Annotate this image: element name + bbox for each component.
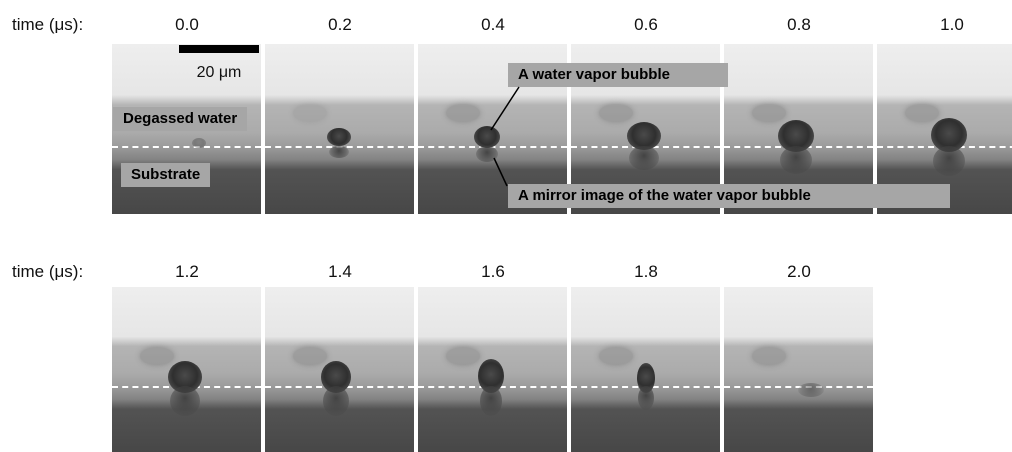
bubble bbox=[627, 122, 661, 150]
ghost-reflection bbox=[599, 104, 633, 122]
time-value-0-4: 0.8 bbox=[787, 15, 811, 34]
time-value-0-5: 1.0 bbox=[940, 15, 964, 34]
time-value-1-0: 1.2 bbox=[175, 262, 199, 281]
frame-1-1 bbox=[265, 287, 414, 452]
bubble bbox=[637, 363, 655, 393]
bubble-mirror bbox=[780, 146, 812, 174]
mirror-image-label: A mirror image of the water vapor bubble bbox=[508, 184, 950, 208]
ghost-reflection bbox=[446, 104, 480, 122]
bubble-mirror bbox=[480, 386, 502, 416]
bubble-mirror bbox=[323, 386, 349, 416]
vapor-bubble-leader bbox=[490, 86, 520, 131]
frame-1-0 bbox=[112, 287, 261, 452]
ghost-reflection bbox=[140, 347, 174, 365]
frame-1-2 bbox=[418, 287, 567, 452]
bubble-mirror bbox=[629, 146, 659, 170]
scale-bar bbox=[179, 45, 259, 53]
time-value-1-4: 2.0 bbox=[787, 262, 811, 281]
bubble-mirror bbox=[476, 146, 498, 162]
frame-1-3 bbox=[571, 287, 720, 452]
bubble-mirror bbox=[798, 383, 824, 397]
row2-time-label: time (μs): bbox=[12, 262, 84, 281]
time-value-0-3: 0.6 bbox=[634, 15, 658, 34]
interface-dashed-line bbox=[112, 146, 261, 148]
ghost-reflection bbox=[293, 104, 327, 122]
bubble bbox=[327, 128, 351, 146]
bubble-mirror bbox=[638, 386, 654, 410]
time-value-0-2: 0.4 bbox=[481, 15, 505, 34]
ghost-reflection bbox=[752, 347, 786, 365]
time-value-1-3: 1.8 bbox=[634, 262, 658, 281]
bubble-mirror bbox=[933, 146, 965, 176]
scale-bar-label: 20 μm bbox=[196, 64, 242, 81]
time-value-1-1: 1.4 bbox=[328, 262, 352, 281]
time-value-0-1: 0.2 bbox=[328, 15, 352, 34]
frame-0-1 bbox=[265, 44, 414, 214]
ghost-reflection bbox=[905, 104, 939, 122]
vapor-bubble-label: A water vapor bubble bbox=[508, 63, 728, 87]
bubble-mirror bbox=[329, 146, 349, 158]
time-value-0-0: 0.0 bbox=[175, 15, 199, 34]
ghost-reflection bbox=[752, 104, 786, 122]
substrate-label: Substrate bbox=[121, 163, 211, 187]
bubble bbox=[192, 138, 206, 148]
frame-1-4 bbox=[724, 287, 873, 452]
row1-time-label: time (μs): bbox=[12, 15, 84, 34]
degassed-water-label: Degassed water bbox=[113, 107, 248, 131]
mirror-image-leader bbox=[493, 157, 508, 187]
ghost-reflection bbox=[446, 347, 480, 365]
bubble-mirror bbox=[170, 386, 200, 416]
bubble bbox=[474, 126, 500, 148]
time-value-1-2: 1.6 bbox=[481, 262, 505, 281]
ghost-reflection bbox=[599, 347, 633, 365]
ghost-reflection bbox=[293, 347, 327, 365]
